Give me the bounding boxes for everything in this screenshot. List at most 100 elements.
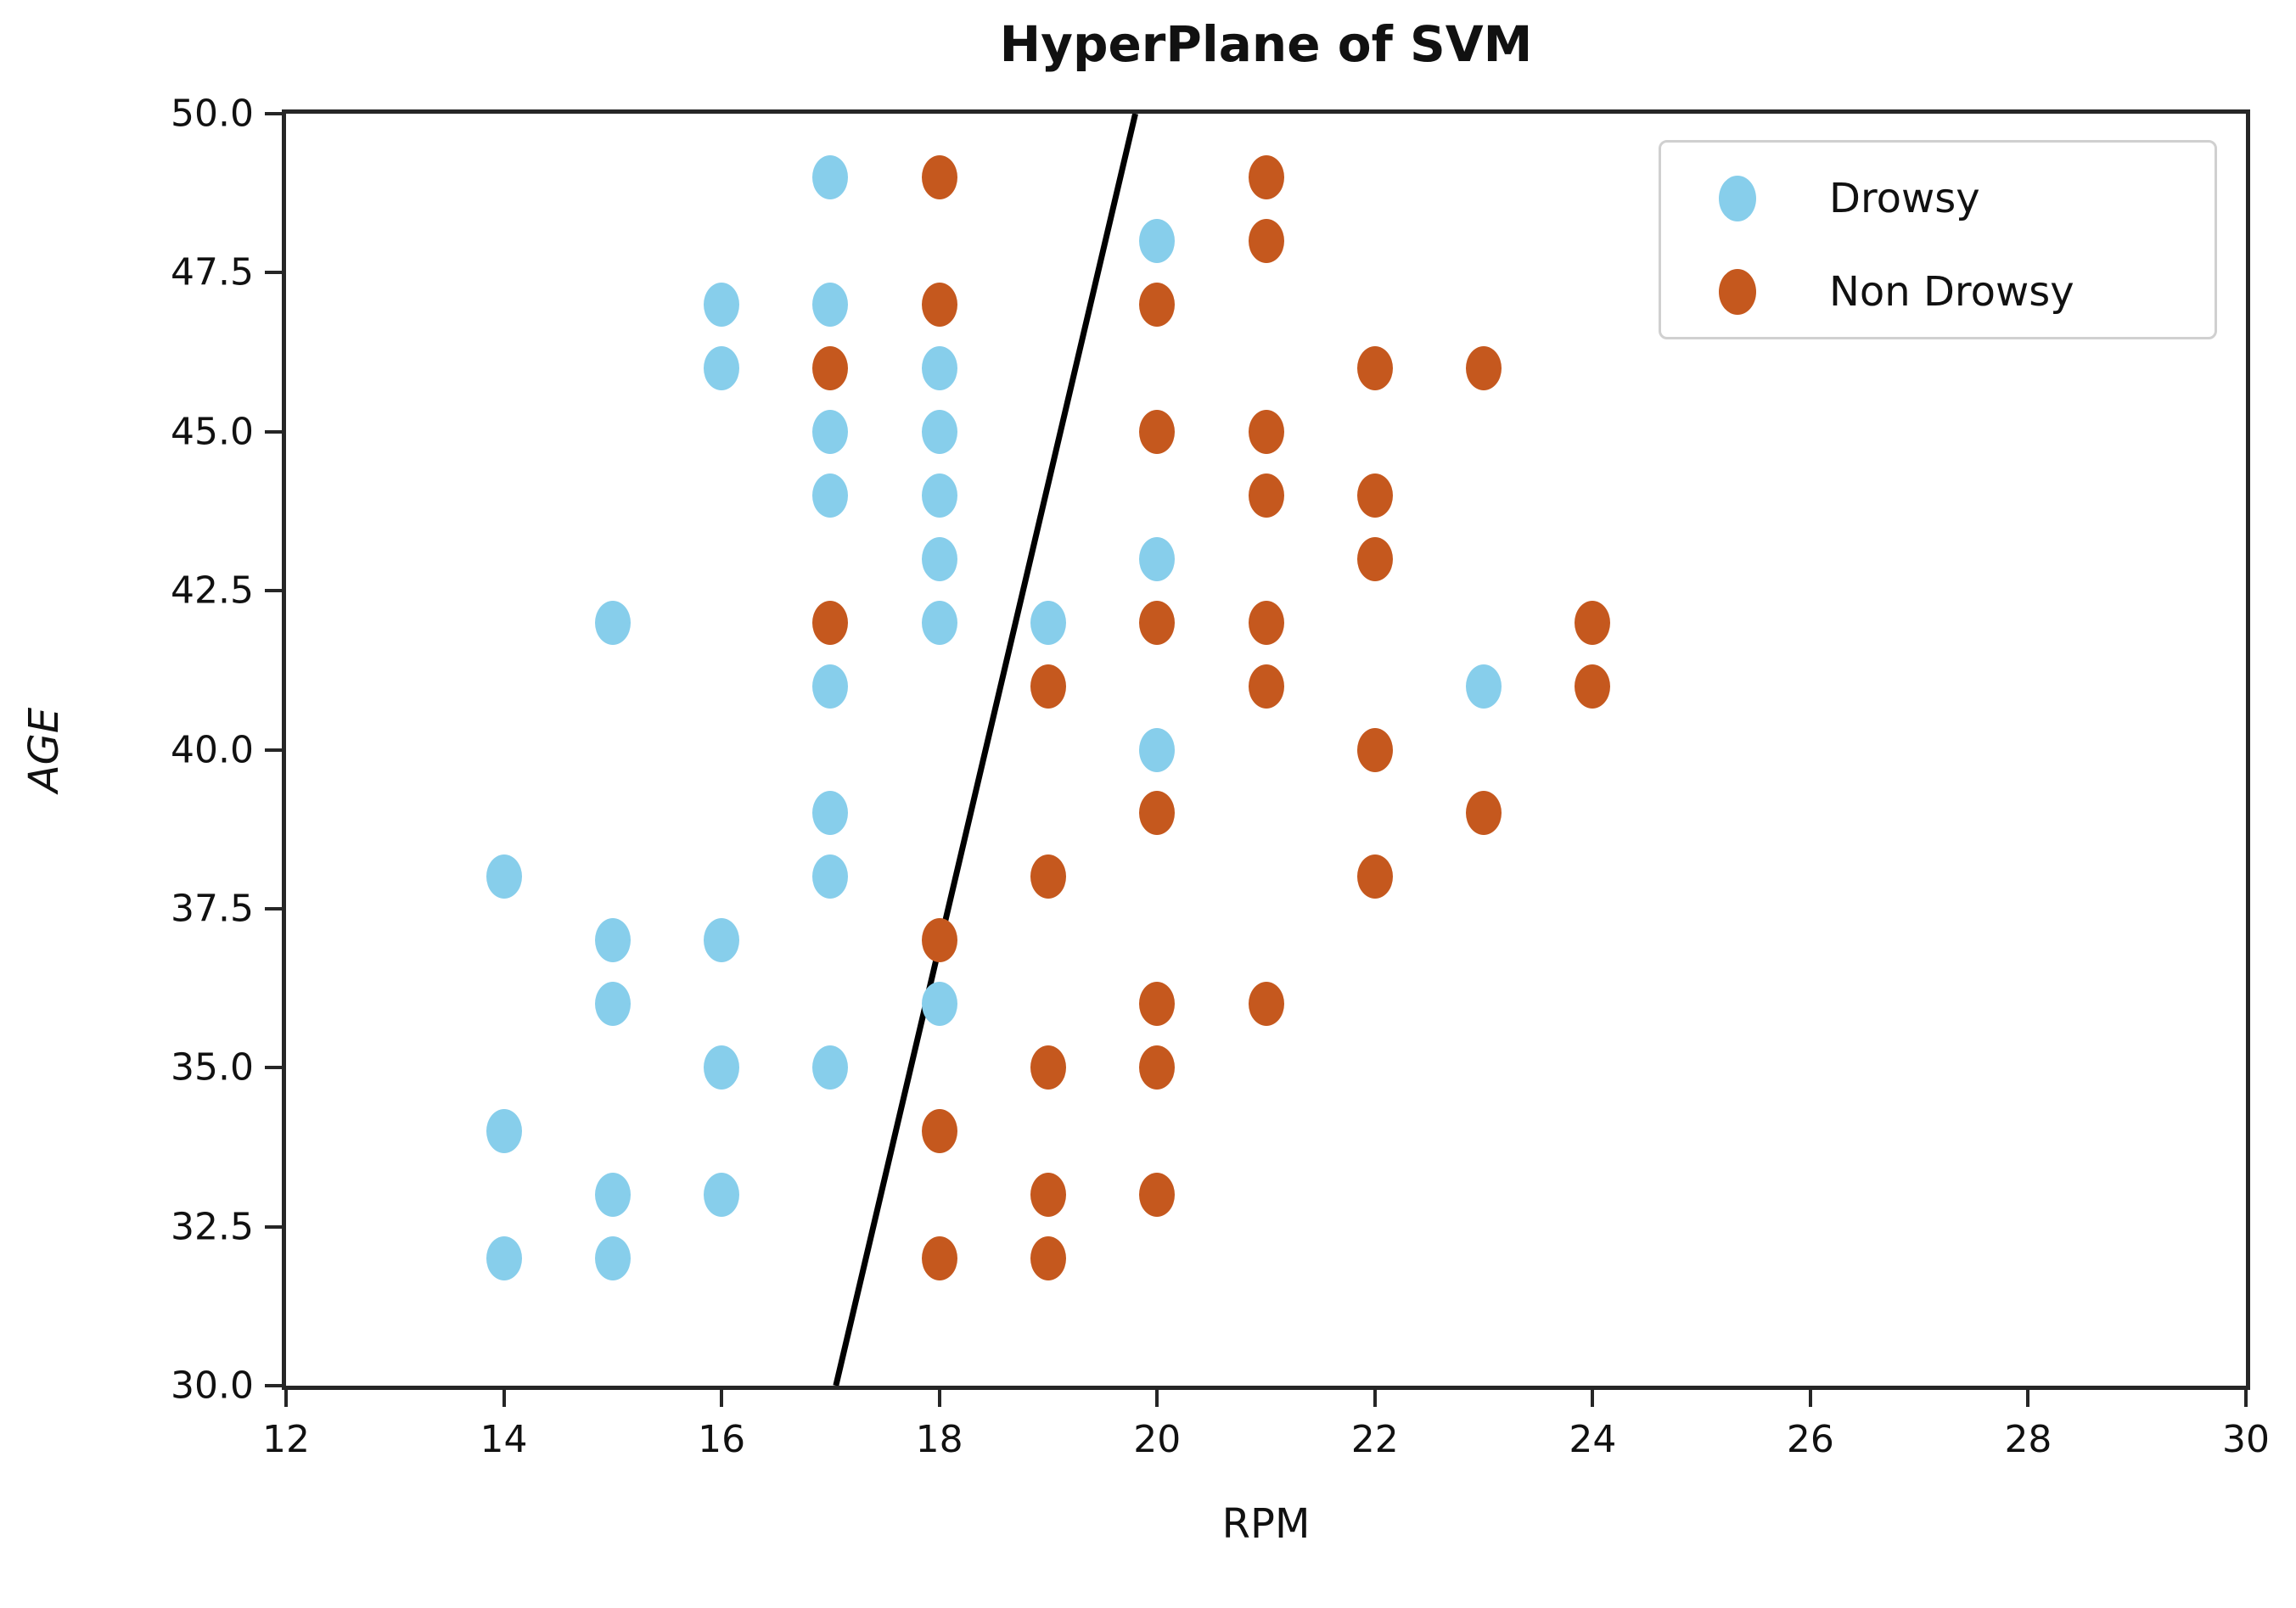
scatter-point bbox=[1356, 854, 1393, 899]
y-tick bbox=[265, 112, 282, 115]
y-tick bbox=[265, 1224, 282, 1229]
scatter-point bbox=[704, 345, 740, 390]
x-axis-label: RPM bbox=[1221, 1500, 1311, 1548]
y-tick-label: 37.5 bbox=[171, 887, 254, 931]
scatter-point bbox=[704, 918, 740, 963]
legend-entry-drowsy: Drowsy bbox=[1719, 175, 1980, 222]
scatter-point bbox=[921, 1236, 957, 1281]
scatter-point bbox=[812, 664, 849, 709]
scatter-point bbox=[1356, 536, 1393, 581]
y-tick bbox=[265, 589, 282, 593]
x-tick bbox=[720, 1390, 724, 1407]
drowsy-legend-dot-icon bbox=[1719, 176, 1756, 221]
scatter-point bbox=[921, 473, 957, 518]
x-tick-label: 20 bbox=[1133, 1418, 1182, 1461]
scatter-point bbox=[1575, 664, 1611, 709]
scatter-point bbox=[1139, 600, 1176, 645]
scatter-point bbox=[594, 918, 631, 963]
x-tick-label: 22 bbox=[1350, 1418, 1399, 1461]
scatter-point bbox=[921, 345, 957, 390]
y-tick bbox=[265, 271, 282, 275]
scatter-point bbox=[1030, 854, 1066, 899]
scatter-point bbox=[1356, 345, 1393, 390]
scatter-point bbox=[704, 1045, 740, 1090]
scatter-point bbox=[1139, 791, 1176, 836]
y-tick-label: 30.0 bbox=[171, 1364, 254, 1408]
x-tick-label: 30 bbox=[2222, 1418, 2270, 1461]
x-tick bbox=[284, 1390, 288, 1407]
y-tick bbox=[265, 1066, 282, 1070]
x-tick bbox=[1155, 1390, 1159, 1407]
x-tick-label: 16 bbox=[698, 1418, 746, 1461]
x-tick bbox=[2026, 1390, 2030, 1407]
non-drowsy-legend-dot-icon bbox=[1719, 269, 1756, 315]
x-tick bbox=[1808, 1390, 1812, 1407]
legend-box: Drowsy Non Drowsy bbox=[1659, 140, 2217, 339]
scatter-point bbox=[1030, 664, 1066, 709]
y-axis-label: AGE bbox=[20, 707, 68, 793]
y-tick-label: 50.0 bbox=[171, 92, 254, 136]
scatter-point bbox=[1030, 1045, 1066, 1090]
y-tick bbox=[265, 429, 282, 434]
scatter-point bbox=[1139, 982, 1176, 1027]
scatter-point bbox=[921, 154, 957, 199]
y-tick bbox=[265, 906, 282, 910]
x-tick bbox=[502, 1390, 506, 1407]
scatter-point bbox=[594, 982, 631, 1027]
scatter-point bbox=[594, 1236, 631, 1281]
scatter-point bbox=[1248, 600, 1284, 645]
scatter-point bbox=[1248, 218, 1284, 263]
y-tick-label: 47.5 bbox=[171, 250, 254, 294]
scatter-point bbox=[1575, 600, 1611, 645]
scatter-point bbox=[921, 982, 957, 1027]
scatter-point bbox=[921, 918, 957, 963]
scatter-point bbox=[812, 600, 849, 645]
scatter-point bbox=[486, 854, 522, 899]
scatter-point bbox=[1466, 791, 1502, 836]
scatter-point bbox=[594, 600, 631, 645]
scatter-point bbox=[921, 536, 957, 581]
scatter-point bbox=[1356, 473, 1393, 518]
scatter-point bbox=[704, 1173, 740, 1218]
scatter-point bbox=[921, 600, 957, 645]
scatter-point bbox=[1139, 1173, 1176, 1218]
scatter-point bbox=[486, 1109, 522, 1154]
legend-entry-non-drowsy: Non Drowsy bbox=[1719, 268, 2074, 316]
scatter-point bbox=[1139, 409, 1176, 454]
scatter-point bbox=[1139, 218, 1176, 263]
scatter-point bbox=[1248, 664, 1284, 709]
scatter-point bbox=[812, 345, 849, 390]
scatter-point bbox=[1248, 473, 1284, 518]
scatter-point bbox=[812, 854, 849, 899]
scatter-point bbox=[1248, 982, 1284, 1027]
x-tick bbox=[937, 1390, 941, 1407]
x-tick-label: 14 bbox=[480, 1418, 528, 1461]
scatter-point bbox=[704, 282, 740, 327]
x-tick bbox=[1373, 1390, 1377, 1407]
scatter-point bbox=[812, 1045, 849, 1090]
scatter-point bbox=[921, 1109, 957, 1154]
scatter-point bbox=[1466, 345, 1502, 390]
y-tick-label: 32.5 bbox=[171, 1205, 254, 1249]
x-tick-label: 28 bbox=[2004, 1418, 2052, 1461]
x-tick-label: 26 bbox=[1786, 1418, 1834, 1461]
scatter-point bbox=[1248, 409, 1284, 454]
scatter-point bbox=[1030, 600, 1066, 645]
scatter-point bbox=[486, 1236, 522, 1281]
y-tick-label: 45.0 bbox=[171, 410, 254, 454]
scatter-point bbox=[1030, 1173, 1066, 1218]
x-tick bbox=[2244, 1390, 2248, 1407]
scatter-point bbox=[812, 791, 849, 836]
y-tick-label: 35.0 bbox=[171, 1045, 254, 1090]
scatter-point bbox=[812, 409, 849, 454]
scatter-point bbox=[1356, 727, 1393, 772]
y-tick-label: 42.5 bbox=[171, 569, 254, 613]
y-tick-label: 40.0 bbox=[171, 728, 254, 771]
scatter-point bbox=[1139, 536, 1176, 581]
legend-label: Drowsy bbox=[1829, 175, 1980, 222]
x-tick-label: 18 bbox=[915, 1418, 963, 1461]
scatter-point bbox=[1139, 727, 1176, 772]
legend-label: Non Drowsy bbox=[1829, 268, 2074, 316]
scatter-point bbox=[1139, 282, 1176, 327]
scatter-point bbox=[1030, 1236, 1066, 1281]
